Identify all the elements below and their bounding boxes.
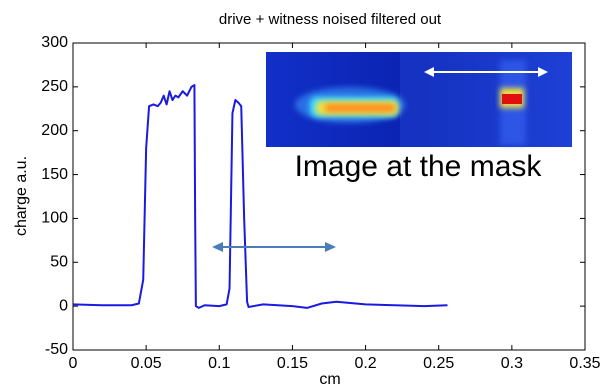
chart-title: drive + witness noised filtered out bbox=[219, 11, 442, 28]
y-tick-label: 250 bbox=[41, 78, 68, 95]
y-tick-label: 0 bbox=[59, 297, 68, 314]
x-tick-label: 0 bbox=[69, 355, 78, 372]
x-tick-label: 0.3 bbox=[501, 355, 523, 372]
x-tick-label: 0.1 bbox=[208, 355, 230, 372]
x-tick-label: 0.05 bbox=[131, 355, 162, 372]
x-tick-label: 0.35 bbox=[569, 355, 600, 372]
x-tick-label: 0.25 bbox=[423, 355, 454, 372]
x-tick-label: 0.2 bbox=[354, 355, 376, 372]
x-tick-label: 0.15 bbox=[277, 355, 308, 372]
y-axis-label: charge a.u. bbox=[13, 156, 30, 236]
x-axis-label: cm bbox=[319, 371, 340, 388]
chart: drive + witness noised filtered out cm c… bbox=[0, 0, 604, 392]
y-tick-label: 200 bbox=[41, 122, 68, 139]
annotation: Image at the mask bbox=[295, 150, 543, 183]
inset-image bbox=[266, 52, 572, 147]
y-tick-label: 50 bbox=[50, 254, 68, 271]
y-tick-label: 100 bbox=[41, 210, 68, 227]
y-tick-label: -50 bbox=[45, 341, 68, 358]
y-tick-label: 150 bbox=[41, 166, 68, 183]
y-tick-label: 300 bbox=[41, 34, 68, 51]
